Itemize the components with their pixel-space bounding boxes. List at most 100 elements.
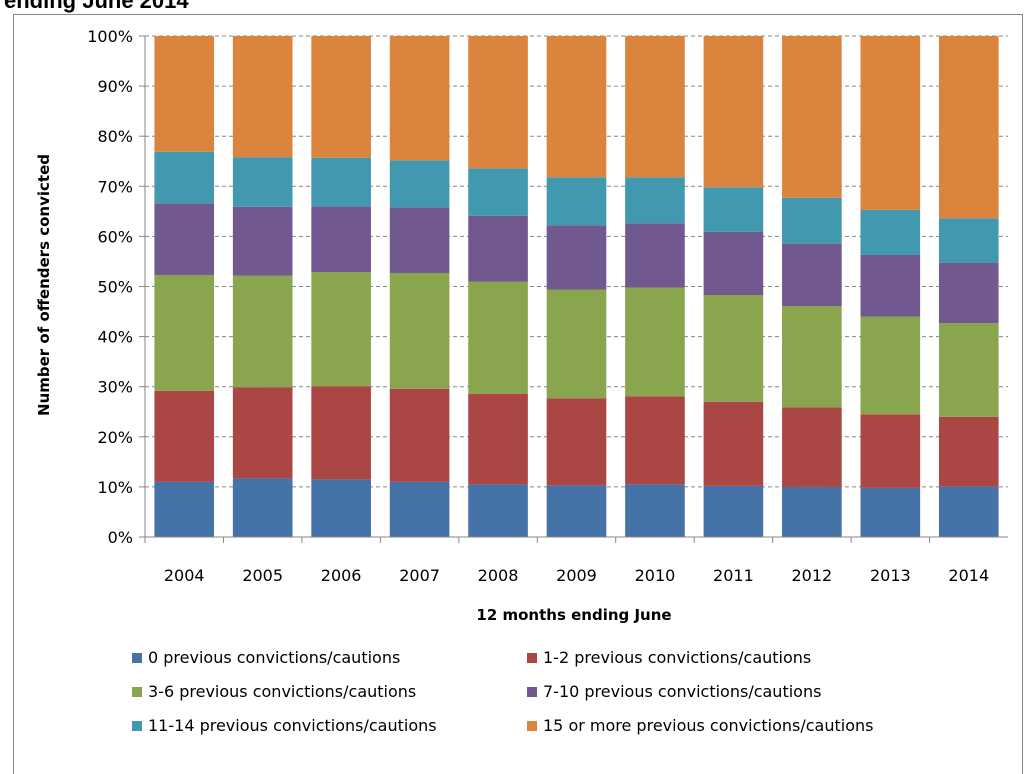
- legend-label: 15 or more previous convictions/cautions: [543, 716, 874, 735]
- bar-segment: [703, 485, 764, 537]
- legend-label: 3-6 previous convictions/cautions: [148, 682, 417, 701]
- bar-segment: [625, 223, 685, 288]
- bar-segment: [703, 295, 764, 402]
- bar-segment: [232, 206, 293, 276]
- x-tick-label: 2013: [870, 566, 911, 585]
- y-axis-label: Number of offenders convicted: [35, 154, 53, 416]
- x-tick-label: 2007: [399, 566, 440, 585]
- bar-segment: [468, 484, 528, 537]
- bar-segment: [389, 36, 450, 161]
- bar-segment: [311, 36, 371, 158]
- bar-segment: [468, 36, 528, 169]
- bar-segment: [860, 209, 921, 255]
- bar-segment: [546, 398, 607, 486]
- bar-segment: [782, 197, 842, 244]
- bar-segment: [546, 36, 607, 178]
- bar-segment: [232, 387, 293, 479]
- bar-segment: [625, 396, 685, 485]
- bar-segment: [546, 177, 607, 226]
- x-tick-label: 2011: [713, 566, 754, 585]
- legend-label: 11-14 previous convictions/cautions: [148, 716, 437, 735]
- bar-segment: [703, 401, 764, 486]
- bar-segment: [468, 393, 528, 485]
- bar-segment: [703, 187, 764, 232]
- x-tick-label: 2008: [478, 566, 519, 585]
- legend-label: 7-10 previous convictions/cautions: [543, 682, 822, 701]
- bar-segment: [154, 390, 215, 482]
- x-tick-label: 2009: [556, 566, 597, 585]
- bar-segment: [154, 151, 215, 204]
- bar-segment: [546, 289, 607, 399]
- y-tick-label: 0%: [108, 528, 133, 547]
- bar-segment: [782, 243, 842, 307]
- bar-segment: [860, 316, 921, 415]
- legend-label: 1-2 previous convictions/cautions: [543, 648, 812, 667]
- legend-item: 11-14 previous convictions/cautions: [132, 716, 437, 735]
- bar-segment: [311, 157, 371, 207]
- y-tick-label: 90%: [97, 77, 133, 96]
- bar-segment: [625, 36, 685, 178]
- bar-segment: [232, 36, 293, 158]
- bar-segment: [154, 274, 215, 391]
- bar-segment: [154, 203, 215, 275]
- y-tick-label: 50%: [97, 278, 133, 297]
- bar-segment: [311, 386, 371, 480]
- bar-segment: [154, 36, 215, 152]
- bar-segment: [154, 481, 215, 537]
- bar-segment: [625, 484, 685, 537]
- bar-segment: [546, 225, 607, 290]
- bar-segment: [938, 36, 999, 219]
- legend-item: 7-10 previous convictions/cautions: [527, 682, 821, 701]
- legend-swatch: [132, 686, 142, 697]
- legend-swatch: [132, 652, 142, 663]
- y-tick-label: 100%: [87, 27, 133, 46]
- x-tick-label: 2005: [242, 566, 283, 585]
- legend-swatch: [527, 720, 537, 731]
- y-tick-label: 60%: [97, 227, 133, 246]
- x-tick-label: 2010: [635, 566, 676, 585]
- legend-swatch: [132, 720, 142, 731]
- bar-segment: [938, 323, 999, 417]
- page-title: ending June 2014: [4, 0, 189, 13]
- bar-segment: [232, 157, 293, 207]
- bar-segment: [860, 254, 921, 317]
- bar-segment: [546, 485, 607, 537]
- bar-segment: [468, 215, 528, 282]
- bar-segment: [389, 207, 450, 273]
- bar-segment: [389, 481, 450, 537]
- bar-segment: [782, 36, 842, 198]
- legend-item: 3-6 previous convictions/cautions: [132, 682, 416, 701]
- x-tick-label: 2014: [948, 566, 989, 585]
- x-tick-label: 2012: [792, 566, 833, 585]
- bar-segment: [703, 36, 764, 188]
- bar-segment: [782, 306, 842, 408]
- y-tick-label: 20%: [97, 428, 133, 447]
- bar-segment: [860, 414, 921, 488]
- y-tick-label: 10%: [97, 478, 133, 497]
- x-axis-label: 12 months ending June: [476, 606, 671, 624]
- legend-item: 15 or more previous convictions/cautions: [527, 716, 873, 735]
- y-tick-label: 80%: [97, 127, 133, 146]
- bar-segment: [468, 168, 528, 216]
- bar-segment: [232, 275, 293, 388]
- bar-segment: [703, 231, 764, 296]
- bar-segment: [782, 486, 842, 537]
- legend-label: 0 previous convictions/cautions: [148, 648, 401, 667]
- x-tick-label: 2006: [321, 566, 362, 585]
- bar-segment: [389, 272, 450, 389]
- bar-segment: [938, 416, 999, 487]
- bar-segment: [232, 478, 293, 537]
- legend-item: 1-2 previous convictions/cautions: [527, 648, 811, 667]
- legend-swatch: [527, 686, 537, 697]
- bar-segment: [468, 281, 528, 394]
- x-tick-label: 2004: [164, 566, 205, 585]
- bar-segment: [389, 160, 450, 208]
- bar-segment: [625, 287, 685, 397]
- bar-segment: [625, 177, 685, 224]
- bars: [154, 36, 999, 537]
- bar-segment: [938, 218, 999, 263]
- legend-item: 0 previous convictions/cautions: [132, 648, 400, 667]
- bar-segment: [938, 262, 999, 324]
- legend-swatch: [527, 652, 537, 663]
